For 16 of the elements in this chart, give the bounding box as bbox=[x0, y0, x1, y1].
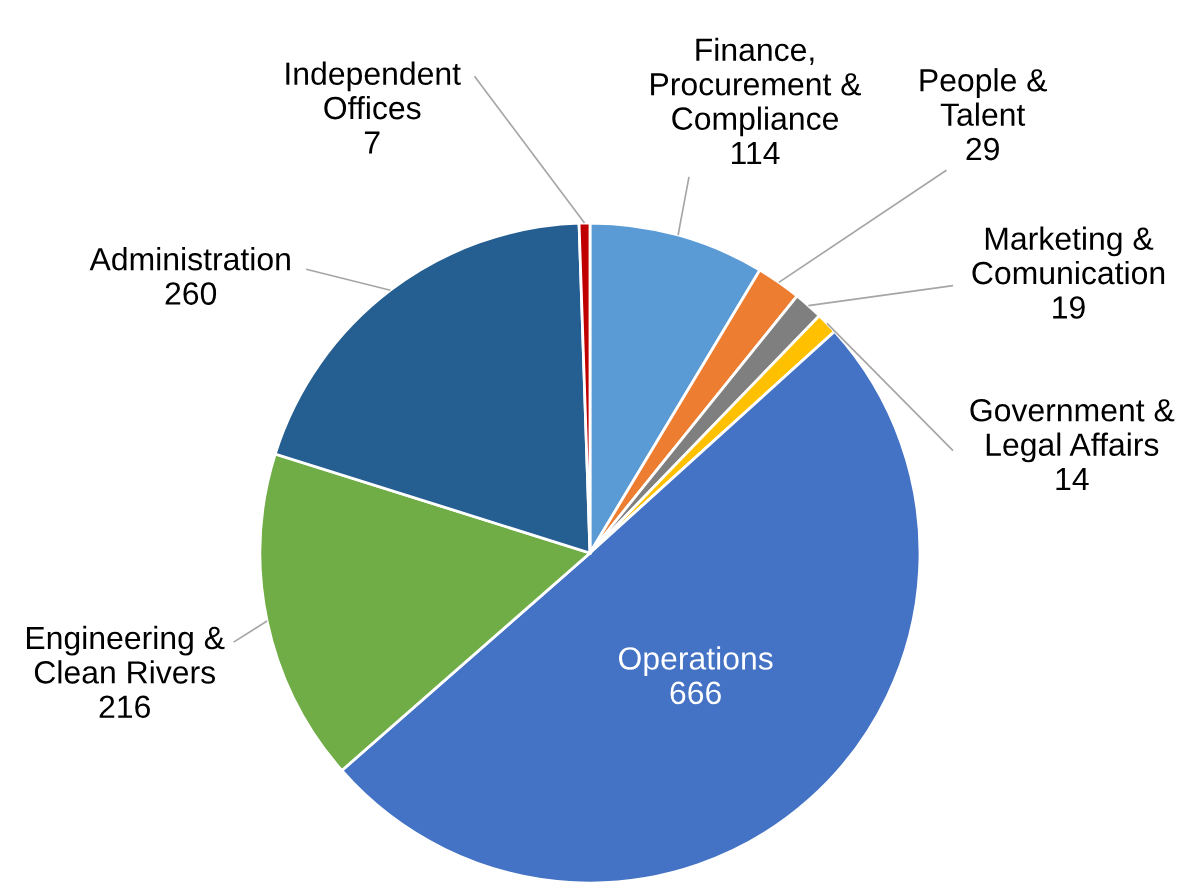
data-label: 114 bbox=[731, 142, 780, 165]
slice-label: People & Talent bbox=[920, 68, 1048, 126]
slice-label: Finance, Procurement & Compliance bbox=[651, 37, 862, 137]
slice-label: Operations bbox=[618, 646, 773, 677]
data-label: 260 bbox=[165, 282, 217, 305]
slice-label: Engineering & Clean Rivers bbox=[26, 625, 225, 684]
slice-label: Government & Legal Affairs bbox=[970, 398, 1175, 463]
data-label: 14 bbox=[1056, 468, 1089, 491]
data-label: 29 bbox=[966, 137, 999, 161]
slice-label: Administration bbox=[89, 247, 290, 271]
slice-label: Independent Offices bbox=[286, 61, 461, 120]
data-label: 216 bbox=[99, 695, 150, 719]
slice-label: Marketing & Comunication bbox=[972, 226, 1165, 285]
data-label: 666 bbox=[670, 681, 721, 705]
data-label: 7 bbox=[364, 131, 380, 154]
data-label: 19 bbox=[1053, 296, 1085, 319]
